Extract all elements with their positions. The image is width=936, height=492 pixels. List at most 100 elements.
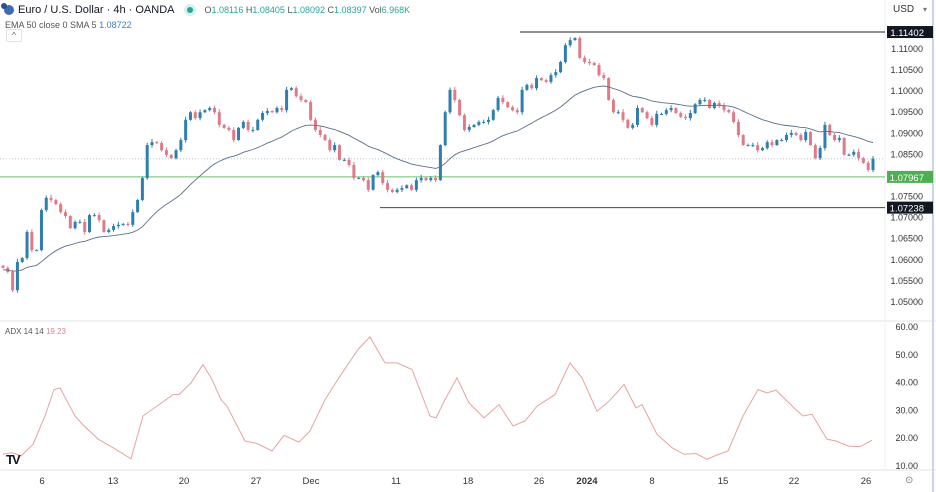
candle-body: [722, 105, 726, 111]
candle-body: [549, 75, 553, 82]
candle-body: [626, 119, 630, 128]
currency-pair-icon: [1, 3, 14, 15]
high-value: 1.08405: [252, 5, 285, 15]
candle-body: [491, 110, 495, 120]
candle-body: [39, 210, 43, 251]
candle-body: [54, 199, 58, 205]
candle-body: [386, 183, 390, 190]
candle-body: [679, 113, 683, 117]
candle-body: [813, 145, 817, 159]
close-value: 1.08397: [334, 5, 367, 15]
time-tick-label: 13: [108, 476, 119, 487]
candle-body: [116, 224, 120, 227]
candle-body: [607, 78, 611, 101]
price-tick-label: 1.05500: [890, 276, 923, 286]
support-price-tag: [887, 170, 933, 183]
candle-body: [530, 84, 534, 89]
candle-body: [635, 108, 639, 125]
low-label: L: [287, 5, 293, 15]
symbol-title[interactable]: Euro / U.S. Dollar · 4h · OANDA: [18, 4, 175, 16]
candle-body: [650, 118, 654, 125]
candle-body: [63, 212, 67, 216]
currency-selector[interactable]: USD ▾: [893, 3, 929, 17]
candle-body: [140, 178, 144, 200]
settings-icon[interactable]: ⊙: [905, 475, 914, 486]
ohlc-values: O1.08116 H1.08405 L1.08092 C1.08397 Vol6…: [205, 5, 411, 15]
collapse-legend-button[interactable]: ^: [6, 29, 22, 42]
time-tick-label: 22: [789, 476, 800, 487]
price-tick-label: 1.09000: [890, 128, 923, 138]
open-value: 1.08116: [211, 5, 244, 15]
candle-body: [246, 121, 250, 130]
price-tick-label: 1.07000: [890, 213, 923, 223]
candle-body: [775, 140, 779, 146]
low-value: 1.08092: [292, 5, 326, 15]
candle-body: [871, 158, 875, 171]
candle-body: [511, 107, 515, 111]
candle-body: [583, 57, 587, 63]
price-tick-label: 1.11000: [891, 44, 923, 54]
candle-body: [462, 115, 466, 130]
candle-body: [1, 265, 5, 268]
time-tick-label: 15: [718, 476, 729, 487]
candle-body: [390, 189, 394, 192]
time-tick-label: 20: [179, 476, 190, 487]
candle-body: [631, 124, 635, 128]
candle-body: [496, 97, 500, 111]
candle-body: [688, 113, 692, 119]
candle-body: [741, 135, 745, 146]
candle-body: [799, 135, 803, 141]
ema-line: [2, 85, 874, 272]
candle-body: [212, 108, 216, 113]
candle-body: [684, 116, 688, 119]
candle-body: [208, 108, 212, 111]
candle-body: [126, 223, 130, 225]
candle-body: [366, 180, 370, 190]
adx-legend[interactable]: ADX 14 14 19.23: [5, 327, 66, 336]
candle-body: [717, 102, 721, 106]
candle-body: [525, 84, 529, 90]
price-tick-label: 1.06500: [890, 234, 923, 244]
candle-body: [448, 89, 452, 113]
candle-body: [592, 62, 596, 66]
chevron-down-icon: ▾: [922, 5, 927, 14]
candle-body: [458, 100, 462, 116]
time-tick-label: 18: [463, 476, 474, 487]
candle-body: [453, 89, 457, 101]
candle-body: [804, 132, 808, 141]
candle-body: [285, 89, 289, 111]
resistance-price-label: 1.11402: [890, 28, 924, 39]
candle-body: [809, 132, 813, 146]
candle-body: [44, 197, 48, 211]
candle-body: [92, 215, 96, 217]
price-tick-label: 1.05000: [890, 297, 923, 307]
candle-body: [760, 148, 764, 151]
candle-body: [88, 215, 92, 232]
candle-body: [664, 110, 668, 114]
candle-body: [150, 142, 154, 146]
candle-body: [49, 197, 53, 200]
candle-body: [861, 158, 865, 163]
candle-body: [563, 45, 567, 63]
candle-body: [410, 185, 414, 190]
high-label: H: [245, 5, 253, 15]
ema-legend[interactable]: EMA 50 close 0 SMA 5 1.08722: [5, 20, 132, 30]
candle-body: [318, 129, 322, 136]
candle-body: [784, 135, 788, 141]
candle-body: [482, 121, 486, 123]
candle-body: [621, 112, 625, 120]
adx-tick-label: 40.00: [895, 378, 918, 388]
candle-body: [136, 199, 140, 213]
candle-body: [597, 65, 601, 76]
candle-body: [121, 223, 125, 225]
candle-body: [438, 145, 442, 181]
candle-body: [179, 140, 183, 151]
candle-body: [472, 124, 476, 127]
candle-body: [645, 112, 649, 119]
tradingview-logo[interactable]: TV: [6, 452, 21, 467]
candle-body: [361, 178, 365, 181]
candle-body: [818, 148, 822, 159]
candle-body: [501, 97, 505, 103]
candle-body: [357, 178, 361, 180]
